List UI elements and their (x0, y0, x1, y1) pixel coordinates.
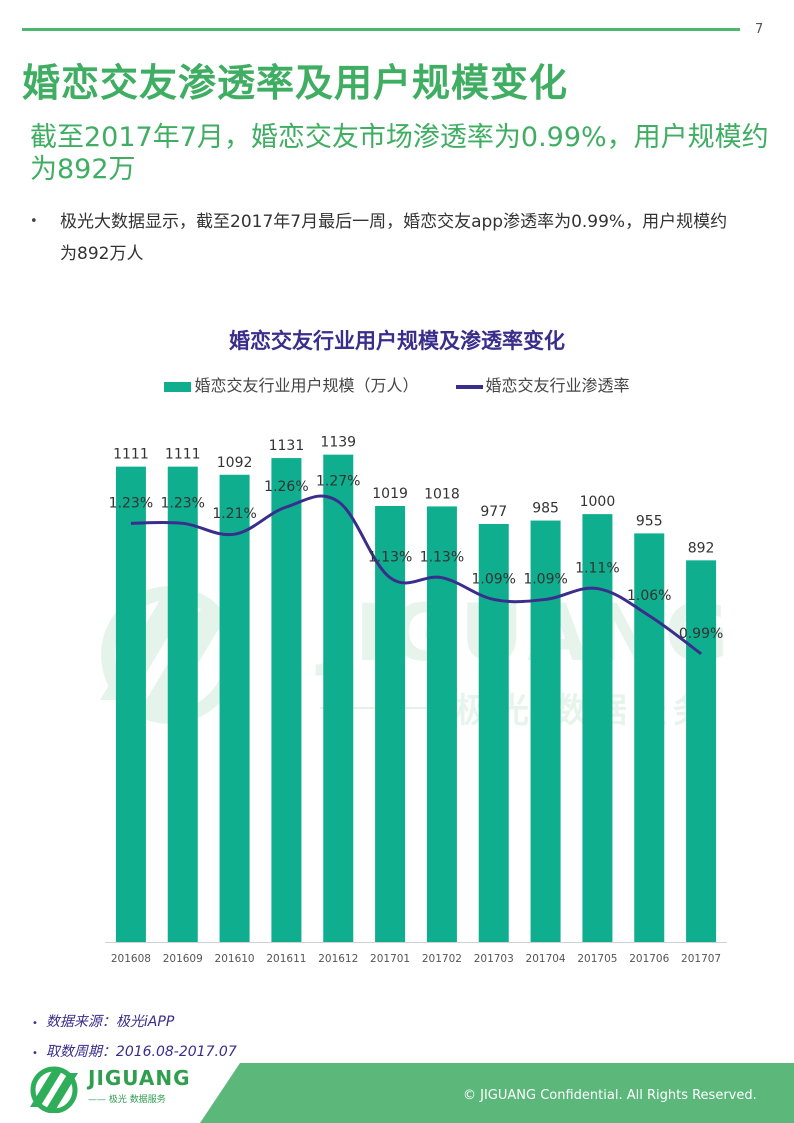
summary-text: 极光大数据显示，截至2017年7月最后一周，婚恋交友app渗透率为0.99%，用… (60, 212, 728, 264)
line-value-label: 1.09% (472, 571, 516, 587)
line-value-label: 1.21% (212, 506, 256, 522)
x-tick-label: 201703 (474, 953, 514, 965)
line-value-label: 1.13% (420, 550, 464, 566)
x-tick-label: 201702 (422, 953, 462, 965)
line-value-label: 1.09% (523, 571, 567, 587)
x-tick-label: 201701 (370, 953, 410, 965)
note-source: • 数据来源：极光iAPP (32, 1008, 237, 1038)
legend-bar-swatch-icon (164, 381, 192, 392)
page-title: 婚恋交友渗透率及用户规模变化 (22, 61, 569, 105)
x-tick-label: 201704 (526, 953, 566, 965)
bar-users (271, 458, 302, 942)
x-tick-label: 201611 (266, 953, 306, 965)
x-tick-label: 201707 (681, 953, 721, 965)
bar-users (115, 466, 146, 942)
line-value-label: 1.27% (316, 474, 360, 490)
bar-value-label: 1111 (165, 447, 201, 463)
bar-value-label: 1111 (113, 447, 149, 463)
bar-users (530, 520, 561, 942)
bar-users (426, 506, 457, 942)
note-source-text: 数据来源：极光iAPP (45, 1014, 175, 1030)
bullet-dot-icon: • (30, 214, 38, 229)
line-value-label: 1.23% (161, 495, 205, 511)
bar-value-label: 892 (688, 540, 715, 556)
page-number: 7 (755, 22, 764, 37)
bar-value-label: 1019 (372, 486, 408, 502)
bar-value-label: 1000 (580, 494, 616, 510)
legend-line-swatch-icon (455, 384, 483, 389)
copyright-text: © JIGUANG Confidential. All Rights Reser… (463, 1088, 757, 1103)
logo-text: JIGUANG (88, 1066, 191, 1090)
notes: • 数据来源：极光iAPP • 取数周期：2016.08-2017.07 (32, 1008, 237, 1068)
x-tick-label: 201705 (577, 953, 617, 965)
bar-value-label: 1139 (320, 435, 356, 451)
bar-value-label: 955 (636, 513, 663, 529)
top-rule (22, 28, 740, 31)
line-value-label: 1.23% (109, 495, 153, 511)
legend-item-users: 婚恋交友行业用户规模（万人） (164, 372, 418, 396)
note-bullet-icon: • (32, 1018, 38, 1029)
bar-value-label: 985 (532, 501, 559, 517)
footer-bar (200, 1063, 794, 1123)
note-bullet-icon: • (32, 1048, 38, 1059)
bar-value-label: 1131 (269, 438, 305, 454)
x-tick-label: 201706 (629, 953, 669, 965)
legend-label-penetration: 婚恋交友行业渗透率 (485, 376, 630, 395)
bar-users (323, 454, 354, 942)
bar-value-label: 1092 (217, 455, 253, 471)
logo-subtext: —— 极光 数据服务 (88, 1095, 166, 1105)
bar-users (582, 514, 613, 942)
bar-users (375, 506, 406, 942)
line-value-label: 1.11% (575, 561, 619, 577)
x-tick-label: 201610 (215, 953, 255, 965)
x-tick-label: 201609 (163, 953, 203, 965)
x-tick-label: 201612 (318, 953, 358, 965)
bar-users (478, 523, 509, 942)
bar-users (219, 474, 250, 942)
legend-item-penetration: 婚恋交友行业渗透率 (455, 372, 630, 396)
line-value-label: 0.99% (679, 626, 723, 642)
page-subtitle: 截至2017年7月，婚恋交友市场渗透率为0.99%，用户规模约为892万 (30, 122, 769, 185)
bar-users (167, 466, 198, 942)
line-value-label: 1.13% (368, 550, 412, 566)
bar-value-label: 1018 (424, 486, 460, 502)
chart-legend: 婚恋交友行业用户规模（万人） 婚恋交友行业渗透率 (0, 372, 794, 396)
jiguang-logo-icon (30, 1066, 78, 1113)
note-period: • 取数周期：2016.08-2017.07 (32, 1038, 237, 1068)
chart-title: 婚恋交友行业用户规模及渗透率变化 (229, 329, 565, 353)
bar-value-label: 977 (480, 504, 507, 520)
summary-bullet: • 极光大数据显示，截至2017年7月最后一周，婚恋交友app渗透率为0.99%… (30, 206, 730, 270)
line-value-label: 1.26% (264, 479, 308, 495)
bar-users (634, 533, 665, 942)
bar-users (686, 560, 717, 942)
note-period-text: 取数周期：2016.08-2017.07 (45, 1044, 237, 1060)
x-tick-label: 201608 (111, 953, 151, 965)
line-value-label: 1.06% (627, 588, 671, 604)
legend-label-users: 婚恋交友行业用户规模（万人） (194, 376, 419, 395)
